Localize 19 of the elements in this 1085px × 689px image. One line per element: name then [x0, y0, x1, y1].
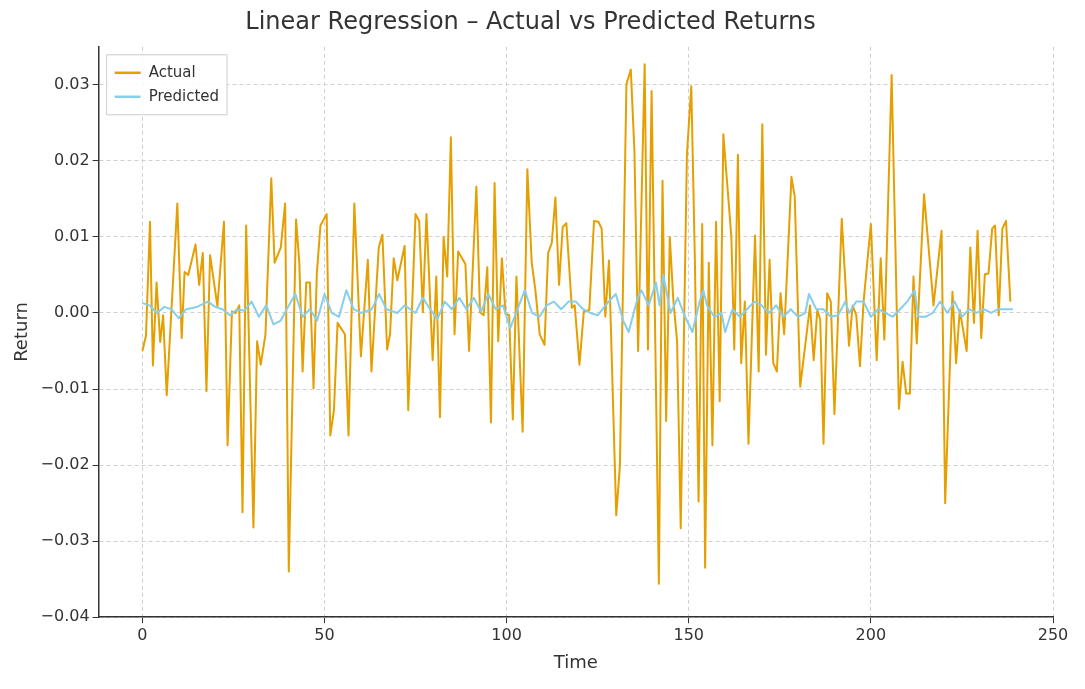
legend-label: Actual: [148, 62, 196, 81]
x-tick-label: 50: [314, 624, 335, 644]
x-axis-title: Time: [552, 650, 598, 672]
y-tick-label: 0.00: [54, 302, 90, 322]
y-axis-title: Return: [10, 302, 32, 362]
chart-title: Linear Regression – Actual vs Predicted Returns: [245, 6, 816, 35]
y-tick-label: −0.02: [40, 454, 90, 474]
legend-label: Predicted: [148, 86, 220, 105]
y-tick-label: 0.02: [54, 150, 90, 170]
x-tick-label: 0: [137, 624, 148, 644]
y-tick-label: −0.03: [40, 530, 90, 550]
y-tick-label: −0.04: [40, 606, 90, 626]
x-tick-label: 250: [1037, 624, 1069, 644]
x-tick-label: 200: [855, 624, 887, 644]
y-tick-label: 0.03: [54, 73, 90, 93]
x-tick-label: 100: [491, 624, 522, 644]
y-tick-label: −0.01: [40, 378, 90, 398]
x-tick-label: 150: [673, 624, 705, 644]
y-tick-label: 0.01: [54, 226, 90, 246]
